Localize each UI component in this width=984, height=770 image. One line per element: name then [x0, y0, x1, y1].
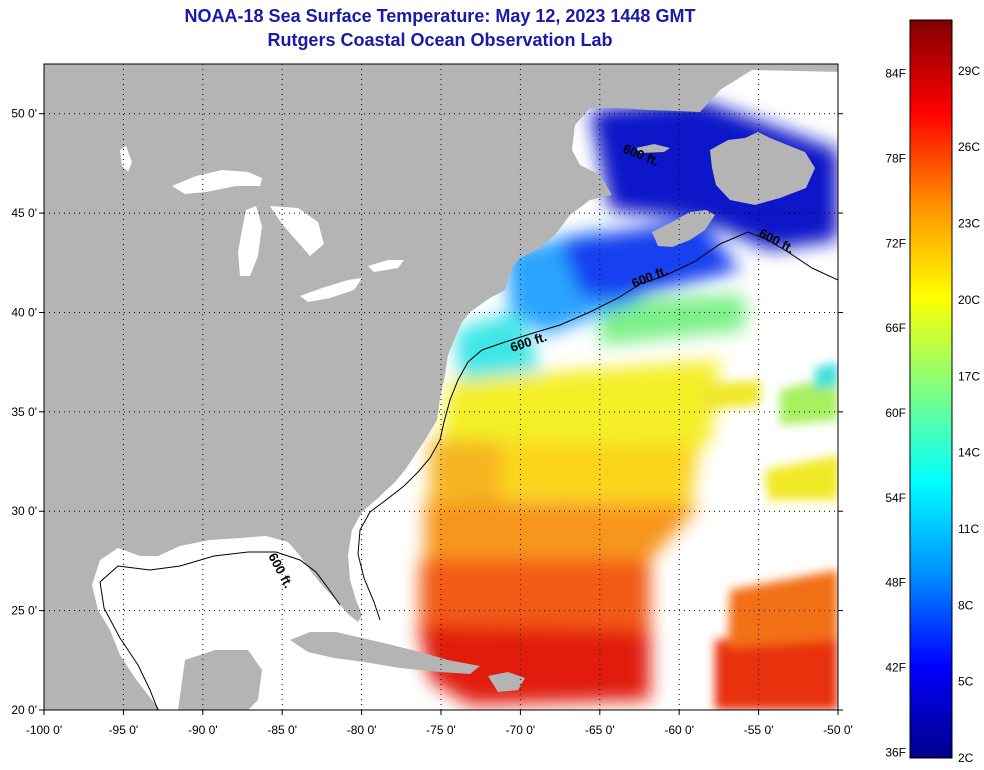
- colorbar-fahrenheit-label: 78F: [885, 152, 906, 166]
- sst-field-east-yellow: [765, 455, 838, 500]
- lon-tick-label: -80 0': [347, 723, 377, 737]
- lon-tick-label: -100 0': [26, 723, 62, 737]
- land-hispaniola: [488, 672, 525, 692]
- colorbar-fahrenheit-label: 66F: [885, 321, 906, 335]
- lake-huron: [270, 206, 324, 256]
- lon-tick-label: -95 0': [109, 723, 139, 737]
- colorbar-fahrenheit-label: 60F: [885, 406, 906, 420]
- lat-tick-label: 30 0': [11, 504, 37, 518]
- colorbar-celsius-label: 5C: [958, 675, 974, 689]
- isobath-line-gulf: [99, 551, 341, 710]
- lat-tick-label: 35 0': [11, 405, 37, 419]
- sst-field-east-red: [715, 630, 838, 710]
- lat-tick-label: 25 0': [11, 604, 37, 618]
- colorbar-fahrenheit-label: 54F: [885, 491, 906, 505]
- sst-field-orange: [425, 500, 700, 560]
- lat-tick-label: 50 0': [11, 107, 37, 121]
- lon-tick-label: -70 0': [506, 723, 536, 737]
- colorbar-celsius-label: 26C: [958, 140, 980, 154]
- sst-field-blue: [560, 220, 740, 300]
- lon-tick-label: -90 0': [188, 723, 218, 737]
- sst-field-mid-yellow: [700, 380, 760, 410]
- longitude-axis: -100 0' -95 0' -90 0' -85 0' -80 0' -75 0' -70…: [26, 710, 853, 737]
- lat-tick-label: 45 0': [11, 206, 37, 220]
- sst-field-yellow-orange: [500, 430, 700, 505]
- lon-tick-label: -55 0': [744, 723, 774, 737]
- colorbar-celsius-label: 2C: [958, 751, 974, 765]
- title-line-2: Rutgers Coastal Ocean Observation Lab: [267, 30, 613, 50]
- colorbar-fahrenheit-label: 36F: [885, 745, 906, 759]
- colorbar-fahrenheit-label: 48F: [885, 576, 906, 590]
- colorbar-fahrenheit-label: 84F: [885, 67, 906, 81]
- sst-field-yellow: [440, 360, 720, 445]
- land-nova-scotia: [652, 210, 715, 247]
- colorbar-celsius-labels: 29C 26C 23C 20C 17C 14C 11C 8C 5C 2C: [958, 64, 980, 765]
- colorbar-fahrenheit-label: 42F: [885, 661, 906, 675]
- colorbar-celsius-label: 11C: [958, 522, 979, 536]
- lon-tick-label: -60 0': [664, 723, 694, 737]
- isobath-line-atlantic: [357, 231, 838, 621]
- colorbar-celsius-label: 23C: [958, 217, 980, 231]
- colorbar-celsius-label: 20C: [958, 293, 980, 307]
- latitude-axis: 50 0' 45 0' 40 0' 35 0' 30 0' 25 0' 20 0': [11, 107, 843, 717]
- colorbar-celsius-label: 8C: [958, 598, 974, 612]
- isobath-600ft: [99, 231, 838, 710]
- sst-field-east-cyan: [815, 362, 838, 390]
- lat-tick-label: 40 0': [11, 305, 37, 319]
- title-line-1: NOAA-18 Sea Surface Temperature: May 12,…: [184, 6, 696, 26]
- lat-tick-label: 20 0': [11, 703, 37, 717]
- map-content: 600 ft. 600 ft. 600 ft. 600 ft. 600 ft.: [44, 64, 838, 710]
- colorbar-celsius-label: 17C: [958, 369, 980, 383]
- colorbar-celsius-label: 29C: [958, 64, 980, 78]
- sst-field-east: [700, 362, 838, 710]
- colorbar-gradient: [909, 19, 953, 759]
- colorbar-fahrenheit-labels: 84F 78F 72F 66F 60F 54F 48F 42F 36F: [885, 67, 906, 760]
- sst-field-east-orange: [728, 570, 838, 648]
- sst-field-green: [600, 295, 745, 345]
- lake-ontario: [368, 260, 404, 272]
- lon-tick-label: -65 0': [585, 723, 615, 737]
- land-yucatan: [178, 650, 262, 710]
- sst-field-deep-red: [418, 625, 650, 705]
- lon-tick-label: -85 0': [267, 723, 297, 737]
- lake-winnipeg: [120, 146, 132, 172]
- colorbar-celsius-label: 14C: [958, 446, 980, 460]
- lake-michigan: [238, 206, 262, 276]
- land-anticosti: [636, 144, 670, 153]
- sst-field-orange-yellow: [430, 440, 520, 505]
- lon-tick-label: -50 0': [823, 723, 853, 737]
- land-newfoundland: [710, 132, 815, 205]
- lakes: [120, 146, 404, 302]
- lon-tick-label: -75 0': [426, 723, 456, 737]
- sst-field-orange-red: [420, 555, 650, 630]
- lake-superior: [172, 170, 262, 194]
- land-cuba: [290, 632, 480, 674]
- land-north-america: [44, 64, 838, 710]
- lake-erie: [300, 278, 362, 302]
- colorbar-fahrenheit-label: 72F: [885, 236, 906, 250]
- land: [44, 64, 838, 710]
